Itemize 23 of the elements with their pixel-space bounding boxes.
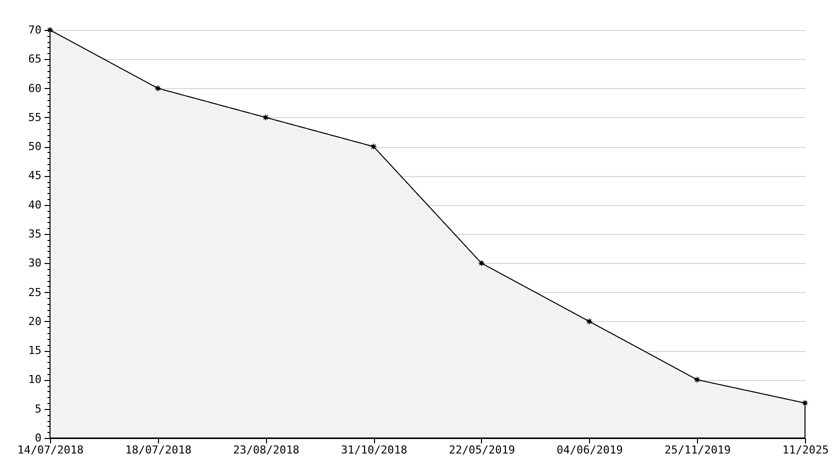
y-tick-label: 40	[28, 198, 42, 212]
x-tick-label: 14/07/2018	[17, 444, 84, 456]
y-tick-label: 60	[28, 82, 42, 95]
x-tick-label: 22/05/2019	[448, 444, 516, 456]
x-tick-label: 18/07/2018	[125, 444, 192, 456]
y-tick-label: 35	[28, 228, 42, 240]
y-tick-label: 25	[28, 286, 42, 299]
y-tick-label: 55	[28, 110, 42, 124]
y-tick-label: 0	[34, 432, 42, 444]
y-tick-label: 70	[28, 24, 42, 36]
x-tick-label: 04/06/2019	[556, 444, 623, 456]
x-tick-label: 25/11/2019	[664, 444, 731, 456]
y-tick-label: 20	[28, 314, 42, 328]
y-tick-label: 30	[28, 256, 42, 270]
y-tick-label: 45	[28, 169, 42, 182]
x-tick-label: 11/2025	[782, 444, 829, 456]
y-tick-label: 65	[28, 52, 42, 66]
y-tick-label: 10	[28, 373, 42, 386]
x-tick-label: 31/10/2018	[340, 444, 408, 456]
y-tick-label: 5	[34, 402, 42, 416]
y-tick-label: 50	[28, 140, 42, 154]
x-tick-label: 23/08/2018	[233, 444, 300, 456]
y-tick-label: 15	[28, 344, 42, 358]
